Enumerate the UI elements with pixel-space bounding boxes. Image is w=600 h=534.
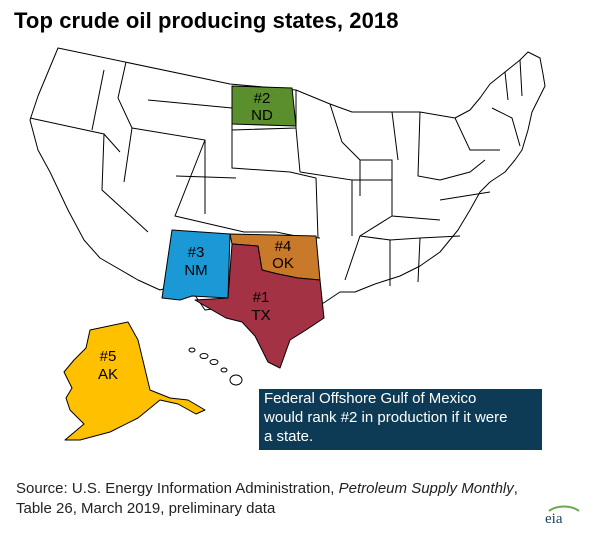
- state-north-dakota: [231, 85, 297, 127]
- nd-rank-label: #2: [254, 90, 271, 107]
- conus-outline: [29, 47, 546, 353]
- nm-rank-label: #3: [188, 244, 205, 261]
- nm-abbr-label: NM: [184, 262, 207, 279]
- us-map-svg: #2 ND #3 NM #4 OK #1 TX #5 AK: [29, 47, 546, 441]
- state-alaska: [63, 321, 206, 441]
- note-line-1: Federal Offshore Gulf of Mexico: [264, 390, 477, 407]
- note-line-2: would rank #2 in production if it were: [264, 409, 508, 426]
- ak-abbr-label: AK: [98, 366, 118, 383]
- tx-abbr-label: TX: [251, 307, 270, 324]
- tx-rank-label: #1: [253, 289, 270, 306]
- eia-logo-text: eia: [545, 511, 563, 527]
- source-citation: Source: U.S. Energy Information Administ…: [16, 479, 586, 519]
- ak-rank-label: #5: [100, 348, 117, 365]
- state-borders: [29, 59, 523, 286]
- source-publication: Petroleum Supply Monthly: [338, 480, 514, 497]
- nd-abbr-label: ND: [251, 107, 273, 124]
- ok-abbr-label: OK: [272, 255, 294, 272]
- state-texas: [194, 243, 325, 369]
- us-map: #2 ND #3 NM #4 OK #1 TX #5 AK: [0, 40, 600, 460]
- note-line-3: a state.: [264, 428, 314, 445]
- eia-logo: eia: [545, 505, 581, 529]
- source-prefix: Source: U.S. Energy Information Administ…: [16, 480, 335, 497]
- source-line-1: Source: U.S. Energy Information Administ…: [16, 479, 586, 499]
- ok-rank-label: #4: [275, 238, 292, 255]
- eia-logo-swoosh-icon: [548, 505, 580, 512]
- source-suffix: ,: [513, 480, 518, 497]
- source-line-2: Table 26, March 2019, preliminary data: [16, 500, 276, 517]
- gulf-of-mexico-note: Federal Offshore Gulf of Mexico would ra…: [259, 389, 542, 450]
- map-title: Top crude oil producing states, 2018: [14, 8, 399, 33]
- state-hawaii: [188, 347, 243, 386]
